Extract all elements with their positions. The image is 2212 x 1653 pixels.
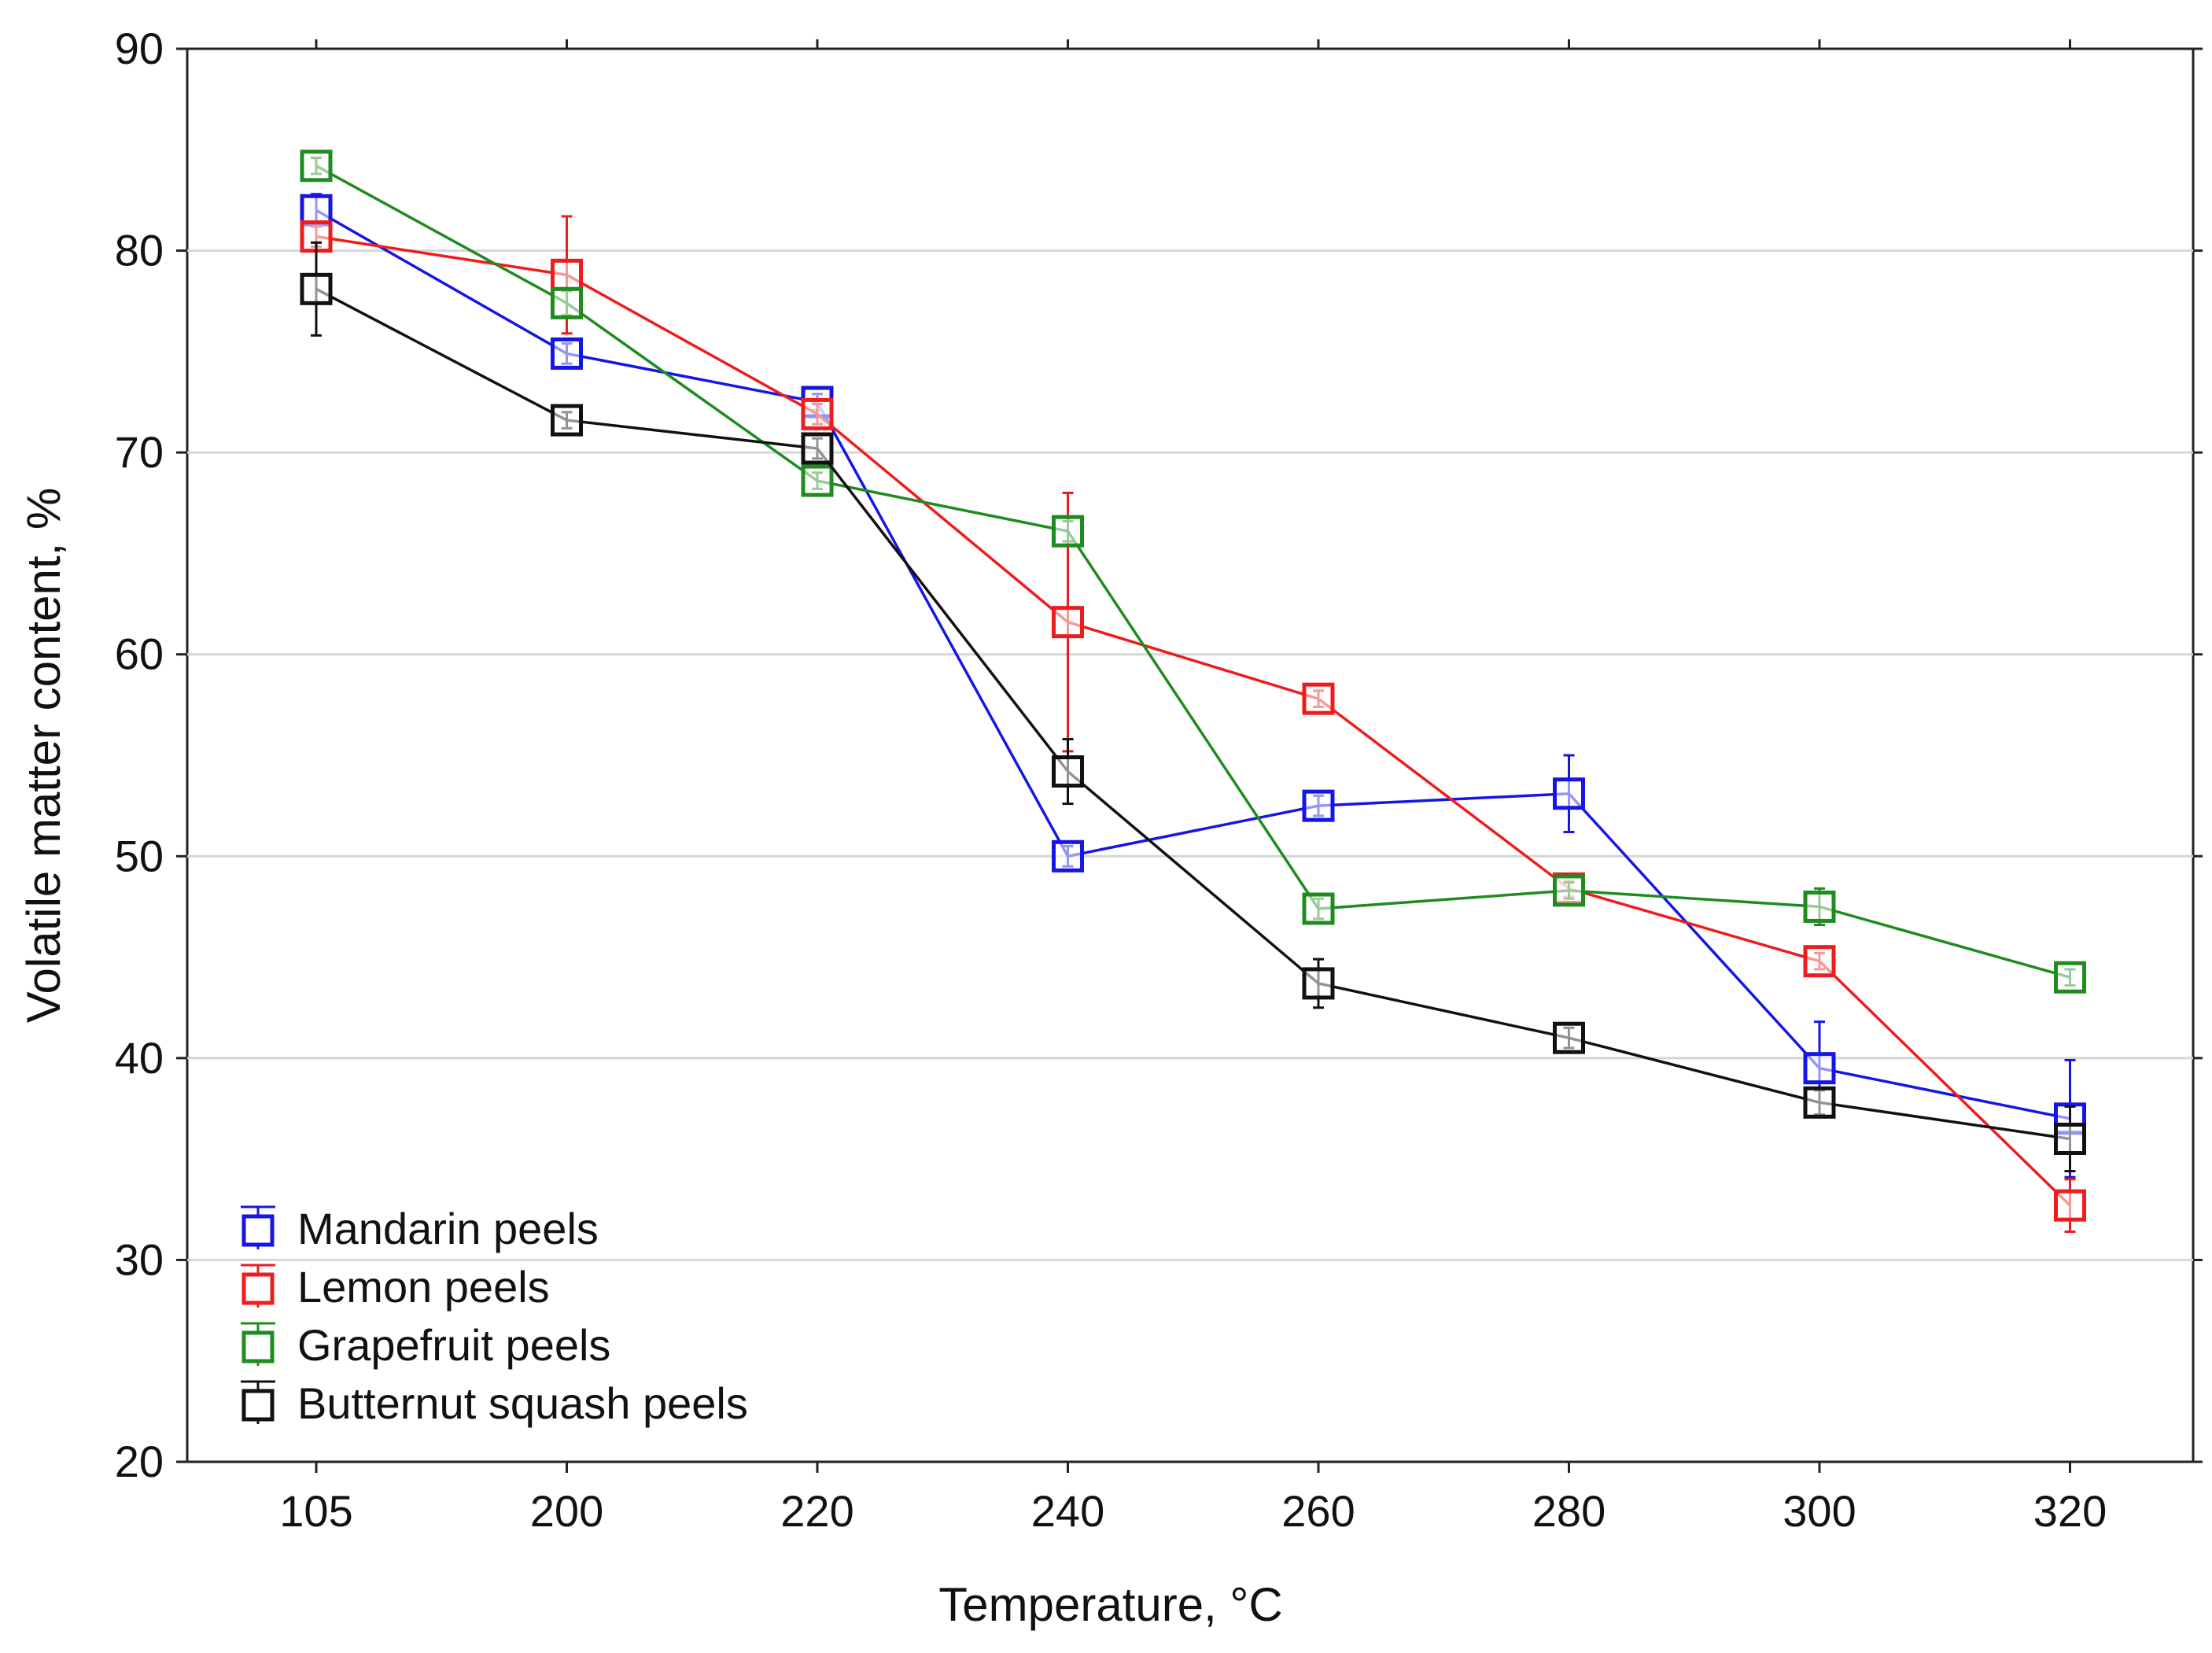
- legend-label: Grapefruit peels: [297, 1320, 610, 1370]
- legend-item: Grapefruit peels: [241, 1320, 610, 1370]
- data-point: [1302, 967, 1335, 1000]
- series-line: [315, 208, 2070, 1120]
- data-point: [2054, 1122, 2086, 1155]
- x-tick-label: 105: [279, 1486, 352, 1536]
- data-point: [1553, 777, 1585, 810]
- x-tick-label: 300: [1783, 1486, 1856, 1536]
- data-point: [551, 286, 583, 319]
- data-point: [300, 272, 333, 305]
- series-group: [300, 149, 2086, 1234]
- legend-label: Lemon peels: [297, 1262, 550, 1312]
- data-point: [801, 397, 834, 430]
- series-grapefruit-peels: [300, 149, 2086, 994]
- data-point: [1302, 789, 1335, 822]
- x-tick-label: 220: [780, 1486, 853, 1536]
- x-tick-label: 260: [1281, 1486, 1355, 1536]
- x-tick-label: 280: [1532, 1486, 1606, 1536]
- legend-item: Mandarin peels: [241, 1204, 599, 1253]
- legend-item: Lemon peels: [241, 1262, 550, 1312]
- data-point: [1052, 606, 1084, 639]
- data-point: [801, 464, 834, 497]
- y-tick-label: 90: [115, 24, 164, 73]
- legend-item: Butternut squash peels: [241, 1378, 748, 1428]
- legend-marker: [241, 1389, 275, 1422]
- series-line: [315, 287, 2070, 1141]
- data-point: [1302, 682, 1335, 715]
- data-point: [2054, 961, 2086, 994]
- y-tick-label: 30: [115, 1234, 164, 1284]
- y-tick-label: 50: [115, 831, 164, 880]
- gridlines: [187, 249, 2193, 1261]
- data-point: [1052, 515, 1084, 548]
- series-line: [315, 234, 2071, 1207]
- data-point: [551, 404, 583, 437]
- data-point: [2054, 1189, 2086, 1222]
- x-axis-title: Temperature, °C: [938, 1578, 1283, 1631]
- data-point: [1803, 1086, 1836, 1119]
- data-point: [551, 258, 583, 291]
- series-butternut-squash-peels: [300, 241, 2086, 1173]
- legend-label: Butternut squash peels: [297, 1378, 748, 1428]
- y-tick-label: 60: [115, 629, 164, 679]
- data-point: [801, 432, 834, 465]
- data-point: [300, 194, 333, 227]
- legend-label: Mandarin peels: [297, 1204, 599, 1253]
- data-point: [1803, 1052, 1836, 1085]
- legend-marker: [241, 1330, 275, 1363]
- data-point: [1553, 874, 1585, 907]
- data-point: [1052, 755, 1084, 788]
- series-lemon-peels: [300, 215, 2086, 1234]
- data-point: [300, 149, 333, 183]
- data-point: [1052, 839, 1084, 873]
- y-tick-label: 70: [115, 427, 164, 477]
- series-line: [315, 164, 2070, 979]
- y-tick-label: 40: [115, 1033, 164, 1083]
- legend-marker: [241, 1272, 275, 1305]
- data-point: [1803, 945, 1836, 978]
- legend: Mandarin peels Lemon peels Grapefruit peel…: [241, 1204, 748, 1428]
- data-point: [1302, 892, 1335, 925]
- data-point: [551, 337, 583, 370]
- y-tick-label: 80: [115, 226, 164, 275]
- x-tick-label: 320: [2033, 1486, 2107, 1536]
- legend-marker: [241, 1214, 275, 1247]
- x-tick-label: 240: [1031, 1486, 1104, 1536]
- plot-area: [186, 47, 2195, 1463]
- y-tick-label: 20: [115, 1437, 164, 1486]
- y-axis-title: Volatile matter content, %: [17, 488, 70, 1023]
- data-point: [1553, 1021, 1585, 1054]
- axes: 20 30 40 50 60 70 80 90 105 200 220 240 260 280 300 320: [115, 24, 2203, 1536]
- data-point: [1803, 890, 1836, 923]
- x-tick-label: 200: [530, 1486, 603, 1536]
